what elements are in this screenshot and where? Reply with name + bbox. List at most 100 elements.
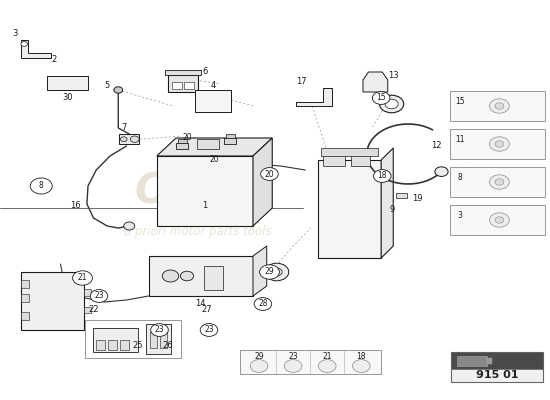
Text: 28: 28 [258, 300, 268, 308]
Polygon shape [157, 138, 272, 156]
Text: 9: 9 [389, 204, 395, 214]
Bar [323, 154, 345, 166]
Bar [119, 134, 139, 144]
Bar [150, 332, 157, 348]
Bar [96, 340, 104, 350]
Text: OOLS: OOLS [134, 171, 262, 213]
Circle shape [379, 95, 404, 113]
Bar [21, 312, 29, 320]
Circle shape [373, 170, 391, 182]
Bar [451, 352, 543, 382]
Circle shape [200, 324, 218, 336]
Text: 2: 2 [51, 56, 57, 64]
Circle shape [495, 217, 504, 223]
Text: 3: 3 [458, 212, 462, 220]
Bar [172, 82, 182, 89]
Text: 14: 14 [195, 299, 206, 308]
Text: 23: 23 [155, 326, 164, 334]
Text: 22: 22 [88, 306, 99, 314]
Circle shape [353, 360, 370, 372]
Bar [21, 294, 29, 302]
Text: 4: 4 [211, 82, 216, 90]
Bar [451, 352, 543, 368]
Bar [108, 340, 117, 350]
Bar [456, 356, 487, 366]
Circle shape [21, 42, 28, 46]
Text: 16: 16 [70, 202, 81, 210]
Bar [146, 324, 170, 354]
Circle shape [120, 137, 127, 142]
Text: 26: 26 [162, 342, 173, 350]
Text: 20: 20 [210, 156, 219, 164]
Polygon shape [253, 246, 267, 296]
Polygon shape [296, 88, 332, 106]
Bar [21, 280, 29, 288]
Circle shape [162, 270, 179, 282]
Circle shape [114, 87, 123, 93]
Bar [240, 350, 381, 374]
Circle shape [490, 137, 509, 151]
Bar [195, 90, 231, 112]
Circle shape [90, 290, 108, 302]
Circle shape [254, 298, 272, 310]
Circle shape [490, 213, 509, 227]
Bar [47, 76, 88, 90]
Circle shape [250, 360, 268, 372]
Circle shape [495, 141, 504, 147]
Circle shape [260, 265, 279, 279]
Circle shape [435, 167, 448, 176]
Bar [396, 193, 407, 198]
Text: 21: 21 [322, 352, 332, 361]
Text: 18: 18 [377, 172, 387, 180]
Text: 23: 23 [288, 352, 298, 361]
Text: 23: 23 [204, 326, 214, 334]
Text: 18: 18 [356, 352, 366, 361]
Bar [84, 306, 91, 313]
Circle shape [271, 268, 282, 276]
Text: 5: 5 [104, 82, 110, 90]
Bar [178, 139, 187, 143]
Circle shape [284, 360, 302, 372]
Bar [450, 129, 544, 159]
Polygon shape [21, 40, 51, 58]
Bar [204, 266, 223, 290]
Text: 27: 27 [201, 306, 212, 314]
Circle shape [151, 324, 168, 336]
Polygon shape [381, 148, 393, 258]
Text: 15: 15 [376, 94, 386, 102]
Circle shape [130, 136, 139, 142]
Circle shape [180, 271, 194, 281]
Bar [450, 91, 544, 121]
Circle shape [73, 271, 92, 285]
Text: 21: 21 [78, 274, 87, 282]
Bar [487, 358, 492, 364]
Bar [450, 167, 544, 197]
Text: 7: 7 [121, 124, 126, 132]
Text: 8: 8 [39, 182, 43, 190]
Bar [85, 320, 182, 358]
Circle shape [265, 263, 289, 281]
Circle shape [261, 168, 278, 180]
Bar [184, 82, 194, 89]
Text: 8: 8 [458, 174, 462, 182]
Text: 29: 29 [265, 268, 274, 276]
Text: 11: 11 [455, 136, 465, 144]
Bar [120, 340, 129, 350]
Text: 13: 13 [388, 72, 399, 80]
Bar [160, 332, 167, 348]
Bar [321, 148, 378, 156]
Polygon shape [253, 138, 272, 226]
Circle shape [318, 360, 336, 372]
Circle shape [490, 99, 509, 113]
Bar [226, 134, 234, 138]
Bar [176, 143, 188, 149]
Text: 25: 25 [132, 342, 143, 350]
Bar [450, 205, 544, 235]
Bar [224, 138, 236, 144]
Circle shape [124, 222, 135, 230]
Bar [318, 160, 381, 258]
Text: 17: 17 [296, 78, 307, 86]
Circle shape [30, 178, 52, 194]
Polygon shape [363, 72, 388, 92]
Text: 19: 19 [411, 194, 422, 203]
